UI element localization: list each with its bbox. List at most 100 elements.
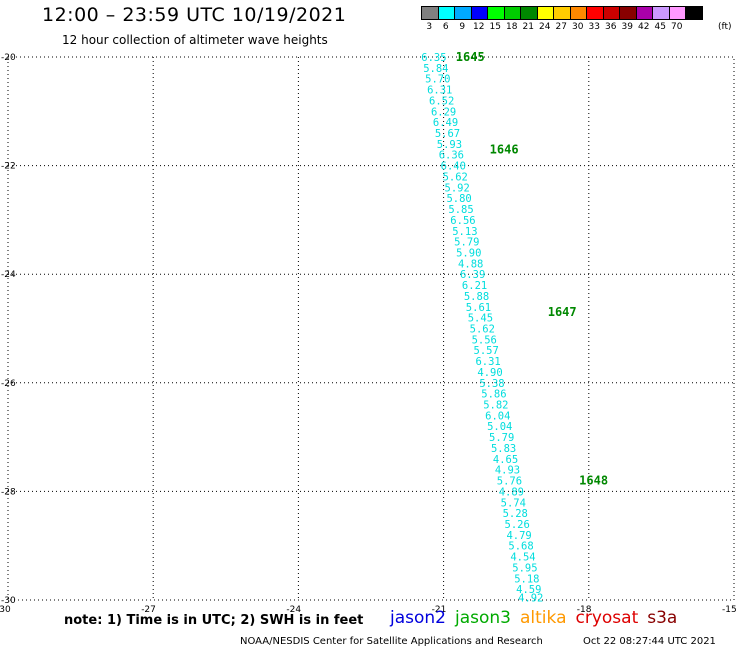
swh-value: 5.13 [452, 226, 477, 238]
swh-value: 4.59 [516, 584, 541, 596]
swh-value: 6.36 [439, 150, 464, 162]
colorbar-label: 6 [442, 22, 449, 32]
x-tick-label: -15 [722, 605, 737, 615]
swh-value: 5.79 [454, 237, 479, 249]
y-tick-label: -28 [1, 487, 16, 497]
swh-value: 4.93 [495, 465, 520, 477]
x-tick-label: -18 [577, 605, 592, 615]
colorbar-label: 39 [621, 22, 633, 32]
colorbar-label: 42 [638, 22, 650, 32]
swh-value: 6.21 [462, 280, 487, 292]
pass-time-label: 1648 [579, 474, 608, 488]
swh-value: 6.31 [427, 85, 452, 97]
x-tick-label: -27 [141, 605, 156, 615]
colorbar-label: 9 [459, 22, 466, 32]
swh-value: 4.79 [506, 530, 531, 542]
colorbar-label: 15 [489, 22, 501, 32]
swh-value: 5.68 [508, 541, 533, 553]
swh-value: 6.40 [441, 161, 466, 173]
swh-value: 4.65 [493, 454, 518, 466]
swh-value: 4.88 [458, 258, 483, 270]
swh-value: 5.70 [425, 74, 450, 86]
swh-value: 4.90 [477, 367, 502, 379]
legend-altika: altika [520, 608, 567, 628]
swh-value: 6.31 [475, 356, 500, 368]
swh-value: 5.79 [489, 432, 514, 444]
swh-value: 5.45 [468, 313, 493, 325]
colorbar-label: 21 [522, 22, 534, 32]
colorbar-label: 36 [605, 22, 617, 32]
colorbar-label: 27 [555, 22, 567, 32]
plot-border [7, 56, 735, 601]
swh-value: 5.61 [466, 302, 491, 314]
swh-value: 5.26 [505, 519, 530, 531]
swh-value: 5.84 [423, 63, 448, 75]
colorbar-label: 30 [572, 22, 584, 32]
legend-cryosat: cryosat [575, 608, 639, 628]
swh-value: 6.52 [429, 95, 454, 107]
credit-line: NOAA/NESDIS Center for Satellite Applica… [240, 636, 543, 647]
colorbar-unit: (ft) [718, 22, 732, 32]
swh-value: 5.95 [512, 562, 537, 574]
swh-value: 5.62 [470, 324, 495, 336]
swh-value: 6.35 [421, 52, 446, 64]
generated-timestamp: Oct 22 08:27:44 UTC 2021 [583, 636, 716, 647]
swh-value: 4.54 [510, 552, 535, 564]
pass-time-label: 1647 [548, 305, 577, 319]
x-tick-label: -24 [286, 605, 301, 615]
footer-note: note: 1) Time is in UTC; 2) SWH is in fe… [64, 613, 364, 628]
swh-value: 5.57 [474, 345, 499, 357]
swh-value: 5.88 [464, 291, 489, 303]
swh-value: 5.93 [437, 139, 462, 151]
swh-value: 5.18 [514, 573, 539, 585]
swh-value: 5.62 [443, 171, 468, 183]
swh-value: 6.29 [431, 106, 456, 118]
swh-value: 5.90 [456, 247, 481, 259]
swh-value: 5.67 [435, 128, 460, 140]
pass-time-label: 1646 [490, 142, 519, 156]
colorbar-label: 24 [539, 22, 551, 32]
swh-value: 5.83 [491, 443, 516, 455]
colorbar-label: 3 [426, 22, 433, 32]
swh-value: 5.92 [445, 182, 470, 194]
swh-value: 6.04 [485, 410, 510, 422]
swh-value: 5.85 [448, 204, 473, 216]
swh-value: 5.80 [446, 193, 471, 205]
swh-value: 5.74 [501, 497, 526, 509]
y-tick-label: -24 [1, 270, 16, 280]
swh-value: 6.49 [433, 117, 458, 129]
chart-title: 12:00 – 23:59 UTC 10/19/2021 [42, 4, 347, 26]
colorbar-label: 45 [654, 22, 666, 32]
swh-value: 4.89 [499, 486, 524, 498]
colorbar-labels: 3 6 9 12 15 18 21 24 27 30 33 36 39 42 45 70 [421, 22, 702, 32]
chart-subtitle: 12 hour collection of altimeter wave hei… [62, 33, 328, 47]
swh-value: 5.82 [483, 400, 508, 412]
pass-time-label: 1645 [456, 50, 485, 64]
colorbar-label: 33 [588, 22, 600, 32]
swh-value: 4.92 [518, 592, 543, 604]
x-tick-label: -30 [0, 605, 11, 615]
swh-value: 5.38 [479, 378, 504, 390]
y-tick-label: -30 [1, 596, 16, 606]
swh-value: 5.28 [503, 508, 528, 520]
colorbar-label: 12 [473, 22, 485, 32]
legend-jason2: jason2 [390, 608, 446, 628]
x-tick-label: -21 [432, 605, 447, 615]
colorbar-swatch [685, 6, 703, 20]
swh-value: 6.56 [450, 215, 475, 227]
colorbar-label: 18 [506, 22, 518, 32]
y-tick-label: -20 [1, 53, 16, 63]
swh-value: 5.04 [487, 421, 512, 433]
swh-value: 6.39 [460, 269, 485, 281]
y-tick-label: -26 [1, 379, 16, 389]
y-tick-label: -22 [1, 162, 16, 172]
swh-value: 5.56 [472, 334, 497, 346]
swh-value: 5.86 [481, 389, 506, 401]
satellite-legend: jason2 jason3 altika cryosat s3a [390, 608, 686, 628]
legend-s3a: s3a [647, 608, 678, 628]
colorbar [421, 6, 703, 20]
swh-value: 5.76 [497, 476, 522, 488]
legend-jason3: jason3 [455, 608, 511, 628]
colorbar-label: 70 [671, 22, 683, 32]
